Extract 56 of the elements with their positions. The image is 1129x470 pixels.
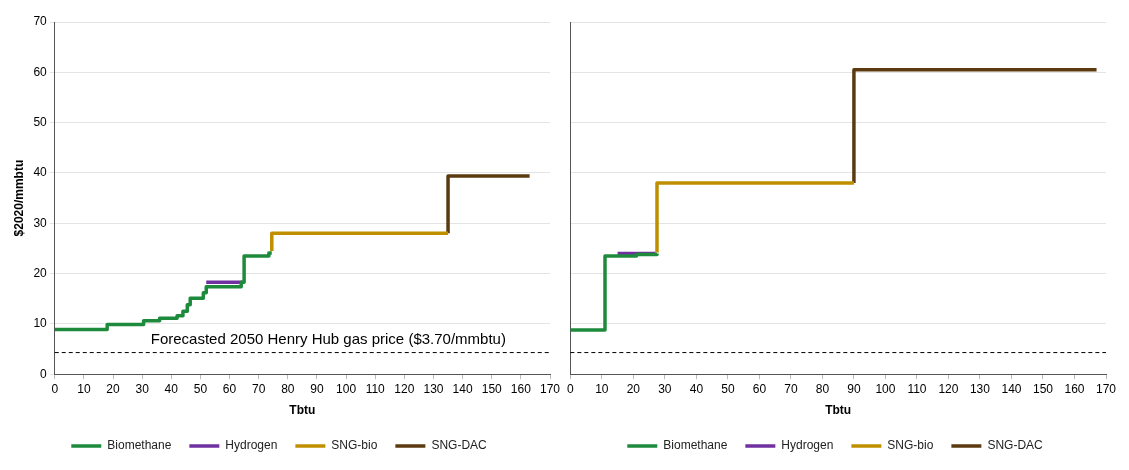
x-tick-label: 30	[135, 381, 150, 396]
x-tick-label: 0	[51, 381, 59, 396]
y-tick-label: 40	[33, 165, 48, 180]
x-tick-label: 20	[106, 381, 121, 396]
legend-label: SNG-bio	[887, 438, 934, 453]
x-tick-label: 80	[815, 381, 830, 396]
legend-label: Hydrogen	[781, 438, 834, 453]
x-tick-label: 10	[77, 381, 91, 396]
x-tick-label: 130	[969, 381, 991, 396]
x-tick-label: 60	[752, 381, 767, 396]
x-tick-label: 100	[875, 381, 896, 396]
x-tick-label: 70	[252, 381, 266, 396]
x-tick-label: 90	[310, 381, 324, 396]
x-tick-label: 0	[566, 381, 574, 396]
y-tick-label: 20	[33, 265, 48, 280]
legend-label: Biomethane	[107, 438, 172, 453]
legend-label: SNG-bio	[331, 438, 378, 453]
x-tick-label: 40	[164, 381, 179, 396]
legend-label: SNG-DAC	[987, 438, 1044, 453]
x-tick-label: 40	[689, 381, 704, 396]
x-tick-label: 50	[721, 381, 735, 396]
y-axis-title: $2020/mmbtu	[11, 159, 26, 237]
x-tick-label: 80	[281, 381, 295, 396]
legend-label: Hydrogen	[225, 438, 278, 453]
x-tick-label: 90	[847, 381, 861, 396]
x-tick-label: 110	[907, 381, 927, 396]
x-tick-label: 170	[539, 381, 561, 396]
x-axis-title: Tbtu	[289, 403, 316, 418]
legend-label: SNG-DAC	[431, 438, 488, 453]
x-tick-label: 150	[481, 381, 503, 396]
x-tick-label: 130	[423, 381, 444, 396]
x-tick-label: 30	[658, 381, 672, 396]
x-tick-label: 170	[1095, 381, 1117, 396]
x-tick-label: 60	[222, 381, 237, 396]
x-tick-label: 160	[510, 381, 532, 396]
x-tick-label: 140	[1001, 381, 1022, 396]
y-tick-label: 10	[33, 316, 48, 331]
x-tick-label: 70	[784, 381, 798, 396]
x-tick-label: 110	[365, 381, 386, 396]
x-axis-title: Tbtu	[825, 403, 852, 418]
x-tick-label: 160	[1064, 381, 1085, 396]
x-tick-label: 20	[626, 381, 641, 396]
x-tick-label: 50	[193, 381, 208, 396]
y-tick-label: 50	[33, 114, 48, 129]
ref-line-label: Forecasted 2050 Henry Hub gas price ($3.70/mmbtu)	[150, 330, 506, 348]
x-tick-label: 120	[394, 381, 415, 396]
x-tick-label: 140	[452, 381, 473, 396]
y-tick-label: 60	[33, 64, 48, 79]
x-tick-label: 150	[1032, 381, 1054, 396]
y-tick-label: 0	[40, 366, 48, 381]
legend-label: Biomethane	[663, 438, 728, 453]
y-tick-label: 70	[33, 14, 48, 29]
x-tick-label: 100	[336, 381, 357, 396]
x-tick-label: 10	[595, 381, 609, 396]
y-tick-label: 30	[33, 215, 48, 230]
x-tick-label: 120	[938, 381, 959, 396]
